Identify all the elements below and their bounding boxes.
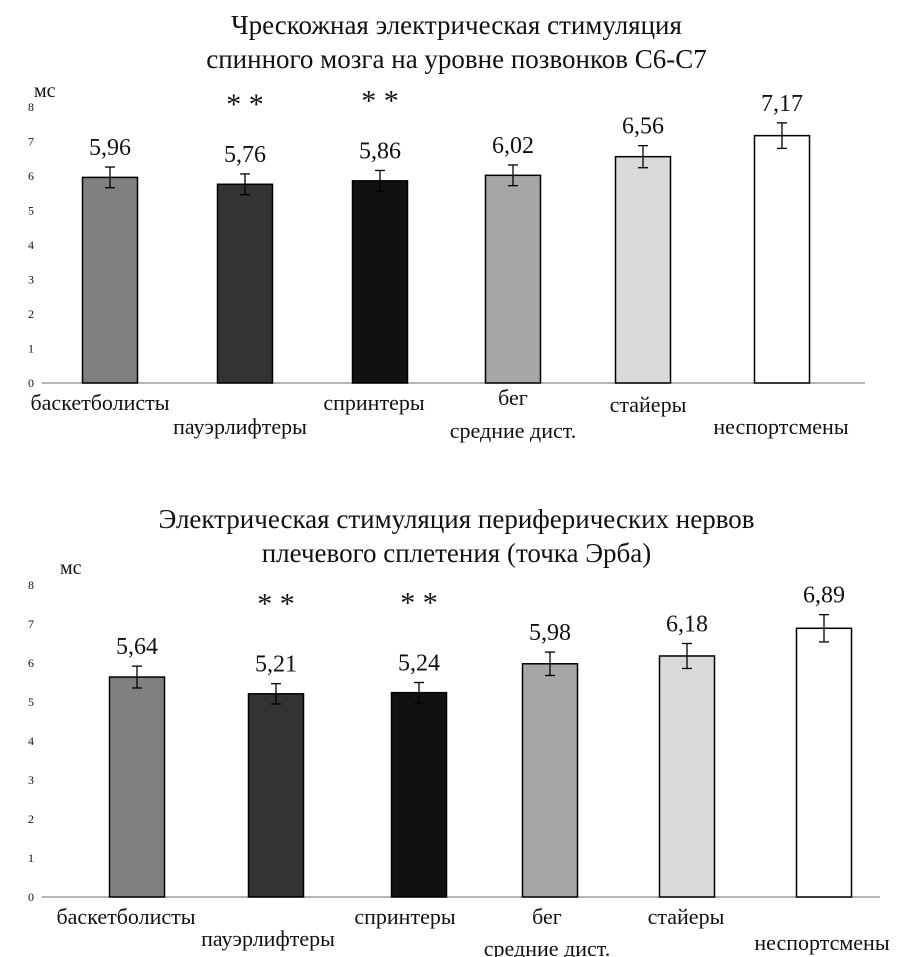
x-tick-label: средние дист. [484, 936, 610, 957]
y-tick-label: 5 [28, 695, 34, 709]
significance-marker: * * [226, 88, 264, 121]
chart-title-line: Чрескожная электрическая стимуляция [231, 10, 682, 40]
significance-marker: * * [400, 587, 438, 620]
y-tick-label: 6 [28, 656, 34, 670]
y-axis-label: мс [34, 80, 56, 102]
chart-panel-spinal: Чрескожная электрическая стимуляция спин… [0, 0, 913, 450]
chart-title-line: спинного мозга на уровне позвонков C6-C7 [206, 44, 707, 74]
bar [247, 693, 305, 898]
x-tick-label: бег [532, 904, 562, 929]
bar [795, 627, 853, 898]
bar-chart-erb-point: мс 0 1 2 3 4 5 6 7 8 5,64 баскетболисты 5,21 * * пауэр… [28, 557, 890, 957]
y-tick-label: 1 [28, 851, 34, 865]
y-tick-label: 4 [28, 734, 34, 748]
chart-title-line: Электрическая стимуляция периферических … [158, 504, 755, 534]
y-tick-label: 7 [28, 135, 34, 149]
chart-title: Чрескожная электрическая стимуляция спин… [0, 8, 913, 76]
chart-title-line: плечевого сплетения (точка Эрба) [261, 538, 652, 568]
data-label: 5,86 [359, 138, 401, 164]
y-tick-label: 3 [28, 773, 34, 787]
bar [484, 174, 542, 384]
y-axis-label: мс [60, 557, 82, 579]
x-tick-label: баскетболисты [30, 390, 169, 415]
bar [351, 180, 409, 384]
x-tick-label: неспортсмены [754, 930, 889, 955]
significance-marker: * * [361, 84, 399, 117]
data-label: 7,17 [761, 91, 803, 117]
data-label: 5,98 [529, 620, 571, 646]
bar [753, 134, 811, 384]
y-tick-label: 3 [28, 273, 34, 287]
bar [521, 663, 579, 898]
bar [108, 676, 166, 898]
data-label: 5,96 [89, 135, 131, 161]
y-tick-label: 8 [28, 100, 34, 114]
y-tick-label: 1 [28, 342, 34, 356]
data-label: 6,18 [666, 612, 708, 638]
data-label: 6,56 [622, 114, 664, 140]
x-tick-label: средние дист. [450, 418, 576, 443]
bar [390, 691, 448, 898]
bar-chart-spinal: мс 0 1 2 3 4 5 6 7 8 5,96 баскетболисты 5,76 * * пауэр… [28, 80, 865, 443]
y-tick-label: 2 [28, 812, 34, 826]
y-tick-label: 8 [28, 578, 34, 592]
bar [614, 155, 672, 384]
significance-marker: * * [257, 588, 295, 621]
x-tick-label: неспортсмены [713, 414, 848, 439]
y-tick-label: 0 [28, 376, 34, 390]
y-tick-label: 5 [28, 204, 34, 218]
y-tick-label: 0 [28, 890, 34, 904]
x-tick-label: спринтеры [323, 390, 424, 415]
chart-title: Электрическая стимуляция периферических … [0, 502, 913, 570]
x-tick-label: спринтеры [354, 904, 455, 929]
data-label: 5,24 [398, 651, 440, 677]
x-tick-label: баскетболисты [56, 904, 195, 929]
bar [216, 183, 274, 384]
data-label: 6,02 [492, 133, 534, 159]
x-tick-label: стайеры [610, 392, 687, 417]
y-tick-label: 7 [28, 617, 34, 631]
x-tick-label: стайеры [648, 904, 725, 929]
data-label: 6,89 [803, 583, 845, 609]
bar [658, 655, 716, 898]
y-tick-label: 6 [28, 169, 34, 183]
y-tick-label: 4 [28, 238, 34, 252]
x-tick-label: пауэрлифтеры [201, 926, 335, 951]
data-label: 5,21 [255, 652, 297, 678]
data-label: 5,64 [116, 634, 158, 660]
x-tick-label: бег [498, 385, 528, 410]
bar [81, 176, 139, 384]
x-tick-label: пауэрлифтеры [173, 414, 307, 439]
data-label: 5,76 [224, 142, 266, 168]
chart-panel-erb-point: Электрическая стимуляция периферических … [0, 490, 913, 957]
y-tick-label: 2 [28, 307, 34, 321]
